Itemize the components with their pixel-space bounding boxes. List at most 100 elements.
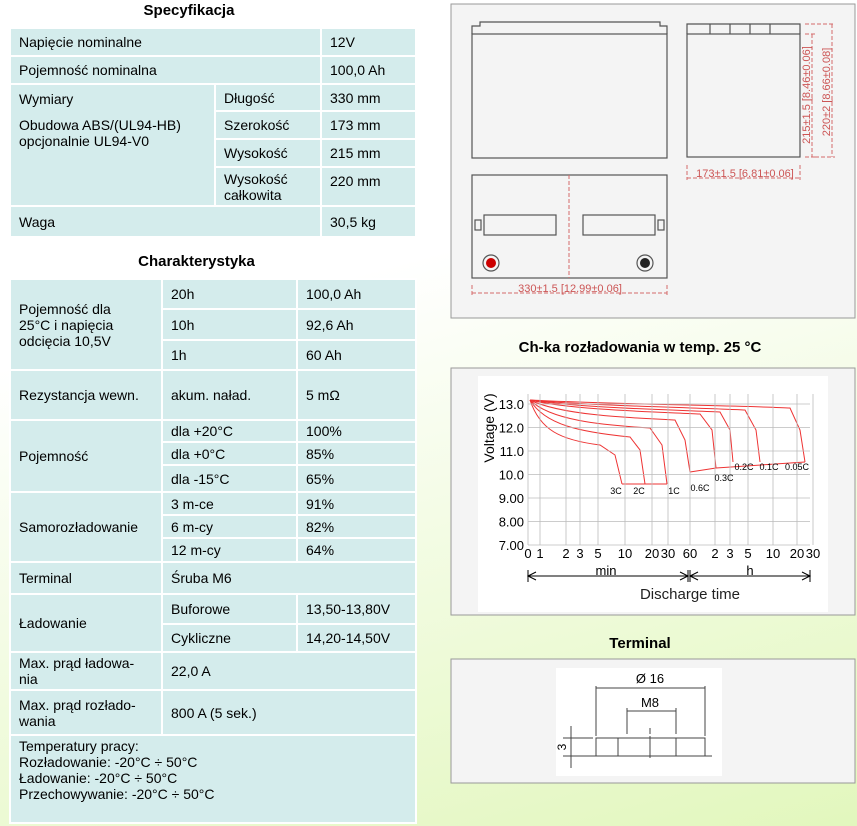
x-tick-label: 5 bbox=[744, 546, 751, 561]
cell: 91% bbox=[296, 491, 417, 516]
x-tick-label: 10 bbox=[618, 546, 632, 561]
curve-label: 0.05C bbox=[785, 462, 810, 472]
terminal-title: Terminal bbox=[609, 635, 670, 652]
x-tick-label: 2 bbox=[562, 546, 569, 561]
curve-label: 0.2C bbox=[734, 462, 754, 472]
cell: 13,50-13,80V bbox=[296, 593, 417, 625]
tr: Pojemność dla +20°C 100% bbox=[9, 419, 417, 493]
path bbox=[686, 23, 801, 34]
cell: Cykliczne bbox=[161, 623, 298, 653]
cell: dla -15°C bbox=[161, 464, 298, 493]
tr: 1h 60 Ah bbox=[10, 339, 417, 371]
cell: 5 mΩ bbox=[296, 369, 417, 421]
x-tick-label: 10 bbox=[766, 546, 780, 561]
cell: Buforowe bbox=[161, 593, 298, 625]
path bbox=[622, 461, 806, 485]
cell: 60 Ah bbox=[296, 339, 417, 371]
cell: 800 A (5 sek.) bbox=[161, 689, 417, 736]
unit-h: h bbox=[746, 563, 753, 578]
curve-label: 3C bbox=[610, 486, 622, 496]
y-tick-label: 10.0 bbox=[499, 468, 524, 483]
tr: Wysokość 215 mm bbox=[10, 138, 417, 168]
cell: 20h bbox=[161, 278, 298, 310]
chart-title: Ch-ka rozładowania w temp. 25 °C bbox=[519, 339, 762, 356]
path bbox=[805, 23, 835, 158]
cell: 6 m-cy bbox=[161, 514, 298, 539]
housing: Obudowa ABS/(UL94-HB) opcjonalnie UL94-V… bbox=[19, 117, 181, 149]
cell: 3 m-ce bbox=[161, 491, 298, 516]
height-dim: 215±1.5 [8.46±0.06] bbox=[801, 46, 813, 144]
cell: 92,6 Ah bbox=[296, 308, 417, 341]
path bbox=[471, 21, 668, 34]
x-tick-label: 60 bbox=[683, 546, 697, 561]
curve-label: 0.6C bbox=[690, 483, 710, 493]
unit-min: min bbox=[596, 563, 617, 578]
dims-label: Wymiary bbox=[19, 91, 74, 107]
rect bbox=[450, 3, 856, 319]
cell: 85% bbox=[296, 441, 417, 466]
rect bbox=[478, 376, 828, 612]
tr: Cykliczne 14,20-14,50V bbox=[10, 623, 417, 653]
rect bbox=[471, 33, 668, 159]
curve-label: 1C bbox=[668, 486, 680, 496]
spec-table: Napięcie nominalne 12V Pojemność nominaln… bbox=[9, 27, 417, 238]
path bbox=[529, 399, 646, 485]
cell: Napięcie nominalne bbox=[9, 27, 322, 57]
cell: 330 mm bbox=[320, 83, 417, 112]
cell: 100% bbox=[296, 419, 417, 443]
rect bbox=[556, 668, 722, 776]
x-tick-label: 30 bbox=[806, 546, 820, 561]
cell: dla +0°C bbox=[161, 441, 298, 466]
x-tick-label: 30 bbox=[661, 546, 675, 561]
cell: 100,0 Ah bbox=[320, 55, 417, 85]
x-tick-label: 1 bbox=[536, 546, 543, 561]
cell: 64% bbox=[296, 537, 417, 563]
path bbox=[529, 399, 623, 485]
cell: 10h bbox=[161, 308, 298, 341]
height: 3 bbox=[555, 743, 569, 750]
path bbox=[626, 708, 677, 734]
tr: dla +0°C 85% bbox=[10, 441, 417, 466]
cell: Śruba M6 bbox=[161, 561, 417, 595]
tr: 6 m-cy 82% bbox=[10, 514, 417, 539]
tbody: Pojemność dla 25°C i napięcia odcięcia 1… bbox=[9, 278, 417, 824]
tr: Max. prąd ładowa- nia 22,0 A bbox=[9, 651, 417, 691]
cell: akum. naład. bbox=[161, 369, 298, 421]
cell: 22,0 A bbox=[161, 651, 417, 691]
x-tick-label: 3 bbox=[576, 546, 583, 561]
path bbox=[686, 165, 801, 180]
cell: 12V bbox=[320, 27, 417, 57]
total-height-dim: 220±2 [8.66±0.08] bbox=[821, 48, 833, 137]
path bbox=[529, 399, 691, 473]
y-tick-label: 7.00 bbox=[499, 538, 524, 553]
tr: 10h 92,6 Ah bbox=[10, 308, 417, 341]
path bbox=[471, 285, 668, 297]
diameter: Ø 16 bbox=[636, 671, 664, 686]
y-tick-label: 9.00 bbox=[499, 491, 524, 506]
y-label: Voltage (V) bbox=[481, 393, 497, 462]
g bbox=[563, 686, 712, 768]
tr: Ładowanie Buforowe 13,50-13,80V bbox=[9, 593, 417, 653]
y-tick-label: 12.0 bbox=[499, 421, 524, 436]
cell: 220 mm bbox=[320, 166, 417, 207]
x-tick-label: 3 bbox=[726, 546, 733, 561]
cell: Max. prąd ładowa- nia bbox=[9, 651, 163, 691]
cell: Max. prąd rozłado- wania bbox=[9, 689, 163, 736]
path bbox=[805, 33, 815, 158]
cell: Pojemność nominalna bbox=[9, 55, 322, 85]
cell: 12 m-cy bbox=[161, 537, 298, 563]
tr: 12 m-cy 64% bbox=[10, 537, 417, 563]
path bbox=[526, 571, 812, 581]
dims-cell: Wymiary Obudowa ABS/(UL94-HB) opcjonalnie… bbox=[9, 83, 216, 207]
tr: Wysokość całkowita 220 mm bbox=[10, 166, 417, 207]
x-tick-label: 0 bbox=[524, 546, 531, 561]
thread: M8 bbox=[641, 695, 659, 710]
tr: Szerokość 173 mm bbox=[10, 110, 417, 140]
circle bbox=[640, 258, 650, 268]
curve-label: 2C bbox=[633, 486, 645, 496]
x-tick-label: 5 bbox=[594, 546, 601, 561]
tr: Wymiary Obudowa ABS/(UL94-HB) opcjonalnie… bbox=[9, 83, 417, 207]
tr: Pojemność nominalna 100,0 Ah bbox=[9, 55, 417, 85]
cell: Waga bbox=[9, 205, 322, 238]
